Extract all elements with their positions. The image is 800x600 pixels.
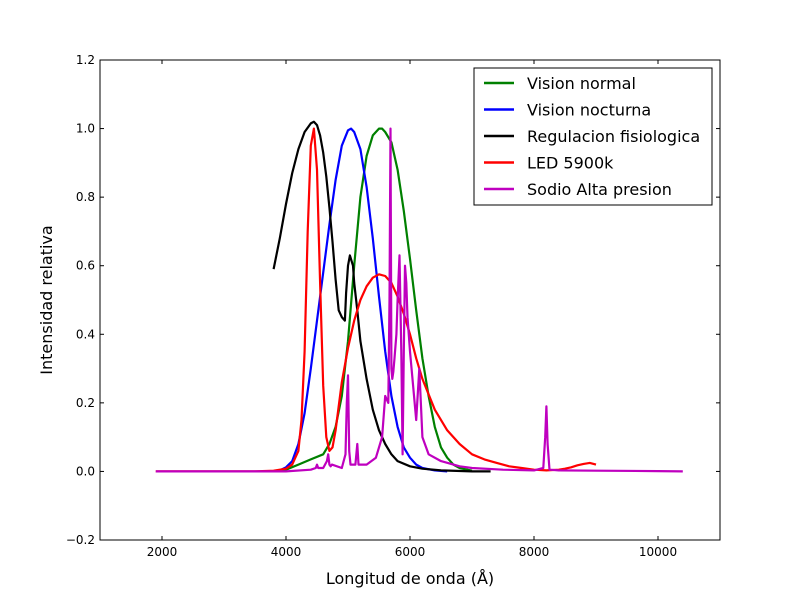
x-tick-label: 6000 — [395, 545, 426, 559]
x-tick-label: 10000 — [639, 545, 677, 559]
legend-label: Sodio Alta presion — [527, 180, 672, 199]
legend-label: LED 5900k — [527, 154, 614, 173]
y-tick-label: 0.2 — [76, 396, 95, 410]
y-tick-label: 0.0 — [76, 464, 95, 478]
x-tick-label: 2000 — [147, 545, 178, 559]
tick-layer: 2000 4000 6000 8000 10000 −0.2 0.0 0.2 0.4 0.6 0.8… — [66, 53, 720, 559]
y-tick-label: −0.2 — [66, 533, 95, 547]
series-layer — [155, 120, 683, 473]
series-line-3 — [272, 120, 491, 473]
series-line-5 — [155, 127, 683, 473]
y-tick-label: 0.4 — [76, 327, 95, 341]
y-tick-label: 0.8 — [76, 190, 95, 204]
x-axis-label: Longitud de onda (Å) — [326, 569, 494, 588]
y-axis-label: Intensidad relativa — [37, 225, 56, 374]
y-tick-label: 1.0 — [76, 122, 95, 136]
y-tick-label: 0.6 — [76, 259, 95, 273]
y-tick-label: 1.2 — [76, 53, 95, 67]
legend: Vision normal Vision nocturna Regulacion f… — [473, 67, 713, 206]
series-line-1 — [273, 127, 473, 473]
plot-frame — [99, 59, 721, 541]
x-tick-label: 8000 — [519, 545, 550, 559]
legend-label: Vision nocturna — [527, 101, 651, 120]
x-tick-label: 4000 — [271, 545, 302, 559]
legend-label: Regulacion fisiologica — [527, 127, 700, 146]
legend-label: Vision normal — [527, 74, 636, 93]
